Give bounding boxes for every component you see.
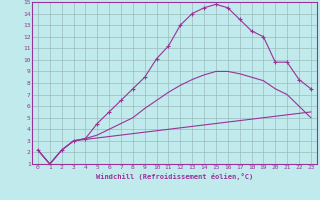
X-axis label: Windchill (Refroidissement éolien,°C): Windchill (Refroidissement éolien,°C) [96, 173, 253, 180]
